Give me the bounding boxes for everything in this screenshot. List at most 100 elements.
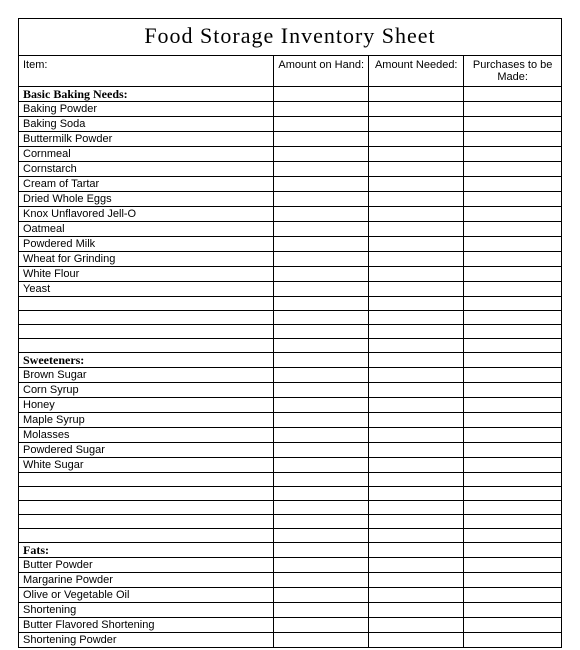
item-label: Wheat for Grinding: [19, 252, 274, 267]
cell: [274, 177, 369, 192]
item-row: Margarine Powder: [19, 573, 562, 588]
cell: [274, 473, 369, 487]
cell: [464, 297, 562, 311]
cell: [274, 428, 369, 443]
cell: [369, 353, 464, 368]
cell: [464, 117, 562, 132]
item-row: Corn Syrup: [19, 383, 562, 398]
item-label: Cornstarch: [19, 162, 274, 177]
cell: [274, 222, 369, 237]
blank-row: [19, 473, 562, 487]
cell: [464, 237, 562, 252]
cell: [369, 487, 464, 501]
item-row: Dried Whole Eggs: [19, 192, 562, 207]
cell: [369, 603, 464, 618]
cell: [369, 282, 464, 297]
cell: [464, 558, 562, 573]
blank-row: [19, 311, 562, 325]
cell: [464, 87, 562, 102]
cell: [464, 132, 562, 147]
cell: [274, 443, 369, 458]
cell: [464, 529, 562, 543]
cell: [369, 618, 464, 633]
item-label: [19, 339, 274, 353]
blank-row: [19, 501, 562, 515]
blank-row: [19, 487, 562, 501]
cell: [464, 311, 562, 325]
cell: [274, 192, 369, 207]
cell: [464, 398, 562, 413]
item-row: Cornmeal: [19, 147, 562, 162]
item-label: Oatmeal: [19, 222, 274, 237]
item-row: Cornstarch: [19, 162, 562, 177]
cell: [369, 443, 464, 458]
cell: [369, 543, 464, 558]
blank-row: [19, 297, 562, 311]
cell: [464, 443, 562, 458]
cell: [274, 573, 369, 588]
item-label: Dried Whole Eggs: [19, 192, 274, 207]
cell: [464, 515, 562, 529]
cell: [464, 353, 562, 368]
cell: [369, 297, 464, 311]
item-row: Cream of Tartar: [19, 177, 562, 192]
item-label: Margarine Powder: [19, 573, 274, 588]
item-label: Powdered Sugar: [19, 443, 274, 458]
cell: [464, 325, 562, 339]
item-label: [19, 297, 274, 311]
cell: [464, 267, 562, 282]
item-label: Cornmeal: [19, 147, 274, 162]
item-label: Molasses: [19, 428, 274, 443]
section-row: Basic Baking Needs:: [19, 87, 562, 102]
cell: [464, 428, 562, 443]
sheet-title: Food Storage Inventory Sheet: [19, 19, 562, 56]
cell: [369, 132, 464, 147]
cell: [274, 147, 369, 162]
cell: [369, 267, 464, 282]
cell: [274, 501, 369, 515]
cell: [274, 588, 369, 603]
cell: [274, 398, 369, 413]
cell: [369, 192, 464, 207]
cell: [369, 428, 464, 443]
cell: [274, 558, 369, 573]
cell: [369, 558, 464, 573]
cell: [464, 633, 562, 648]
section-row: Sweeteners:: [19, 353, 562, 368]
item-label: Butter Flavored Shortening: [19, 618, 274, 633]
cell: [369, 515, 464, 529]
cell: [464, 501, 562, 515]
header-row: Item: Amount on Hand: Amount Needed: Pur…: [19, 56, 562, 87]
cell: [369, 252, 464, 267]
item-row: Powdered Milk: [19, 237, 562, 252]
cell: [274, 267, 369, 282]
cell: [464, 573, 562, 588]
item-label: Maple Syrup: [19, 413, 274, 428]
item-row: Shortening Powder: [19, 633, 562, 648]
cell: [464, 487, 562, 501]
blank-row: [19, 529, 562, 543]
item-label: [19, 487, 274, 501]
item-row: White Sugar: [19, 458, 562, 473]
cell: [464, 147, 562, 162]
item-row: Butter Flavored Shortening: [19, 618, 562, 633]
cell: [369, 368, 464, 383]
item-row: Maple Syrup: [19, 413, 562, 428]
cell: [464, 222, 562, 237]
cell: [464, 413, 562, 428]
cell: [274, 132, 369, 147]
item-label: White Sugar: [19, 458, 274, 473]
item-row: Baking Powder: [19, 102, 562, 117]
blank-row: [19, 325, 562, 339]
cell: [464, 383, 562, 398]
cell: [464, 618, 562, 633]
cell: [369, 207, 464, 222]
cell: [464, 588, 562, 603]
cell: [464, 339, 562, 353]
cell: [369, 177, 464, 192]
cell: [274, 162, 369, 177]
section-row: Fats:: [19, 543, 562, 558]
cell: [369, 311, 464, 325]
section-label: Basic Baking Needs:: [19, 87, 274, 102]
item-label: Corn Syrup: [19, 383, 274, 398]
